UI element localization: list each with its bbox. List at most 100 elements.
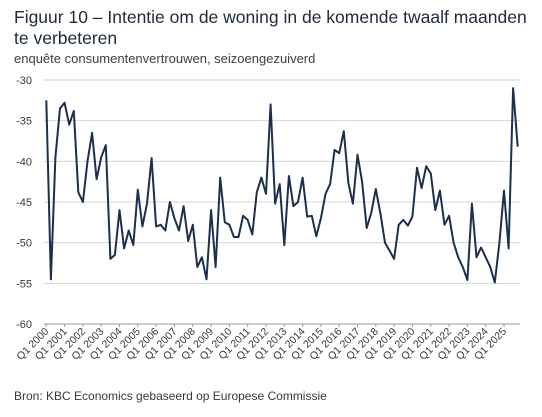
data-point <box>210 209 212 211</box>
data-point <box>494 282 496 284</box>
data-point <box>178 229 180 231</box>
data-point <box>54 156 56 158</box>
data-point <box>183 205 185 207</box>
data-point <box>292 205 294 207</box>
data-point <box>205 278 207 280</box>
data-point <box>68 124 70 126</box>
data-point <box>503 190 505 192</box>
data-point <box>270 103 272 105</box>
data-point <box>224 221 226 223</box>
data-point <box>109 258 111 260</box>
y-tick-label: -45 <box>16 197 32 209</box>
data-point <box>123 247 125 249</box>
data-point <box>320 217 322 219</box>
data-point <box>119 209 121 211</box>
data-point <box>457 256 459 258</box>
data-point <box>357 154 359 156</box>
data-point <box>274 203 276 205</box>
data-point <box>302 177 304 179</box>
data-point <box>453 242 455 244</box>
data-point <box>201 256 203 258</box>
data-point <box>347 182 349 184</box>
y-tick-label: -60 <box>16 319 32 331</box>
y-tick-label: -55 <box>16 278 32 290</box>
data-point <box>379 212 381 214</box>
data-point <box>265 193 267 195</box>
data-point <box>233 236 235 238</box>
data-point <box>105 144 107 146</box>
data-point <box>389 250 391 252</box>
data-point <box>448 215 450 217</box>
data-point <box>430 173 432 175</box>
data-point <box>45 99 47 101</box>
data-point <box>59 107 61 109</box>
data-point <box>256 191 258 193</box>
data-point <box>421 187 423 189</box>
data-point <box>352 203 354 205</box>
data-point <box>480 247 482 249</box>
data-point <box>164 229 166 231</box>
data-point <box>512 87 514 89</box>
y-tick-label: -30 <box>16 75 32 87</box>
data-point <box>407 225 409 227</box>
data-point <box>86 160 88 162</box>
data-point <box>137 189 139 191</box>
data-point <box>114 254 116 256</box>
data-point <box>96 178 98 180</box>
data-point <box>288 175 290 177</box>
data-point <box>402 219 404 221</box>
data-point <box>315 235 317 237</box>
data-point <box>77 191 79 193</box>
y-axis-ticks: -30 -35 -40 -45 -50 -55 -60 <box>16 75 32 331</box>
data-point <box>160 224 162 226</box>
data-point <box>439 190 441 192</box>
data-point <box>187 240 189 242</box>
data-point <box>279 183 281 185</box>
data-point <box>219 177 221 179</box>
data-point <box>242 215 244 217</box>
data-point <box>128 229 130 231</box>
data-point <box>338 152 340 154</box>
data-point <box>375 188 377 190</box>
data-point <box>132 244 134 246</box>
y-tick-label: -35 <box>16 116 32 128</box>
data-point <box>393 258 395 260</box>
data-point <box>196 266 198 268</box>
data-point <box>155 225 157 227</box>
data-point <box>361 181 363 183</box>
data-point <box>283 244 285 246</box>
data-point <box>462 266 464 268</box>
data-point <box>370 212 372 214</box>
data-point <box>73 110 75 112</box>
data-point <box>471 203 473 205</box>
data-point <box>334 149 336 151</box>
data-point <box>329 183 331 185</box>
data-point <box>215 266 217 268</box>
data-point <box>343 130 345 132</box>
data-point <box>64 102 66 104</box>
data-point <box>100 156 102 158</box>
data-point <box>82 201 84 203</box>
data-point <box>366 227 368 229</box>
chart-title: Figuur 10 – Intentie om de woning in de … <box>14 7 527 48</box>
chart-subtitle: enquête consumentenvertrouwen, seizoenge… <box>14 51 316 66</box>
data-point <box>485 256 487 258</box>
data-point <box>498 242 500 244</box>
data-point <box>398 224 400 226</box>
data-point <box>228 224 230 226</box>
data-point <box>476 256 478 258</box>
data-point <box>517 146 519 148</box>
data-point <box>306 216 308 218</box>
data-point <box>311 215 313 217</box>
data-point <box>151 157 153 159</box>
data-point <box>443 224 445 226</box>
data-point <box>324 193 326 195</box>
y-tick-label: -40 <box>16 156 32 168</box>
data-point <box>297 201 299 203</box>
data-point <box>192 224 194 226</box>
data-point <box>384 242 386 244</box>
data-point <box>434 209 436 211</box>
series-line <box>45 87 519 284</box>
data-point <box>251 234 253 236</box>
